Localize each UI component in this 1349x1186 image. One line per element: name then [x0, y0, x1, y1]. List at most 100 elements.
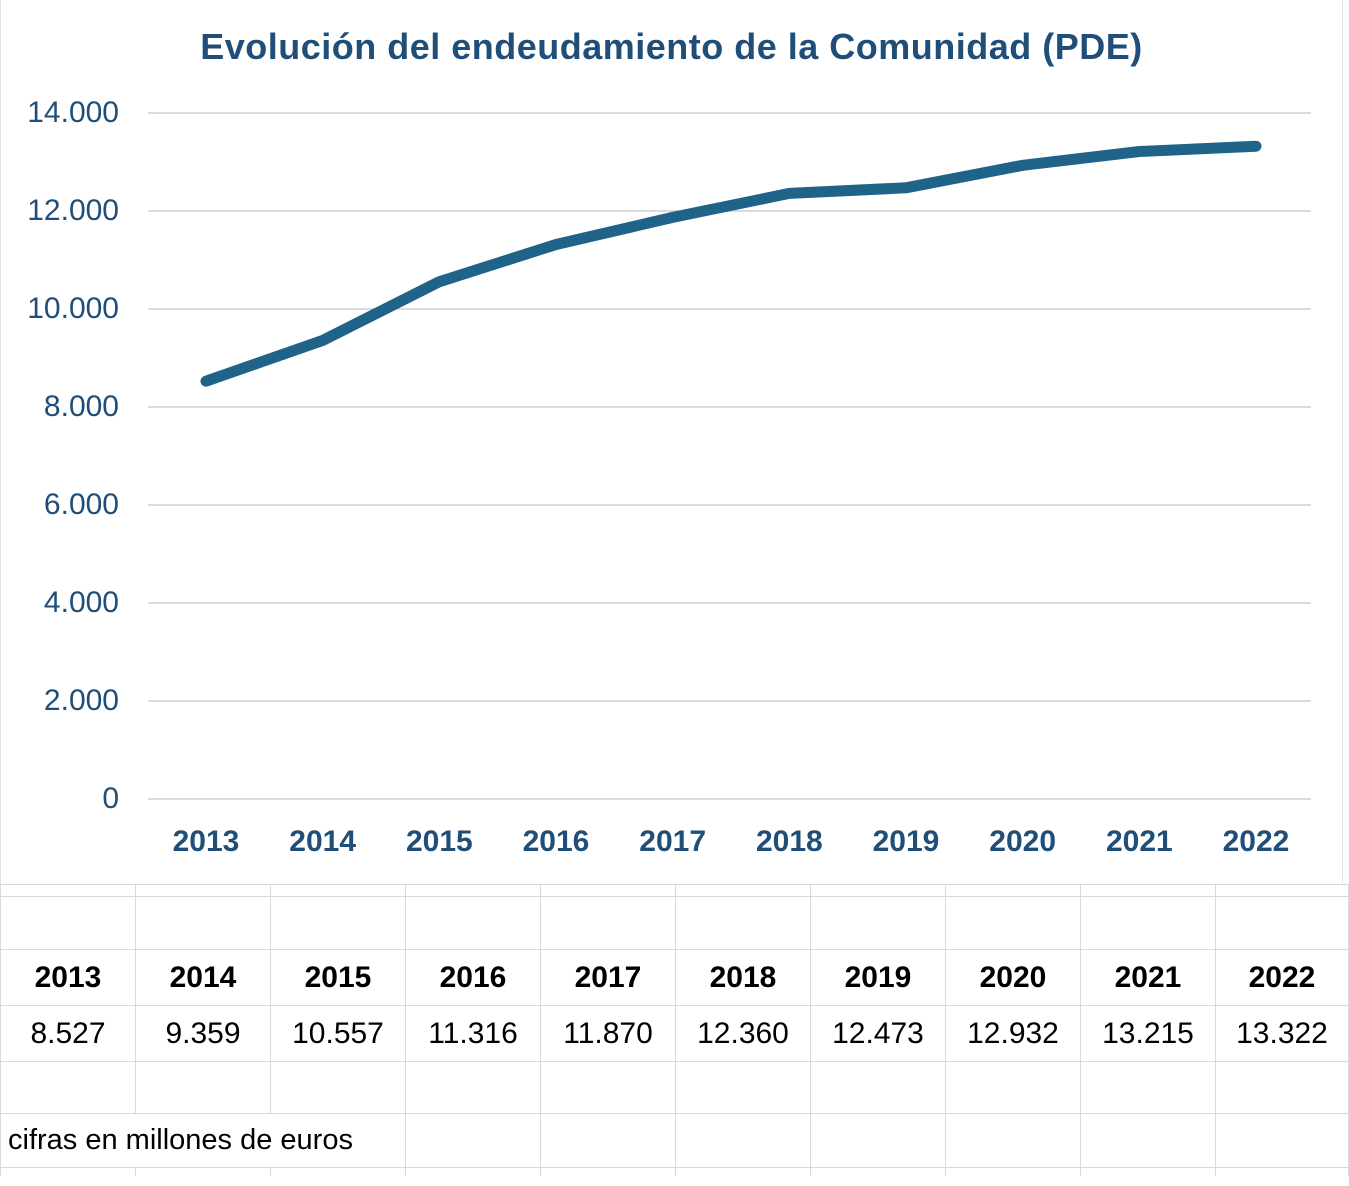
y-tick-label: 12.000	[27, 194, 119, 227]
empty-cell	[0, 884, 136, 897]
year-header-cell: 2018	[675, 949, 811, 1006]
value-cell: 9.359	[135, 1005, 271, 1062]
empty-cell	[1215, 1061, 1349, 1114]
year-header-cell: 2020	[945, 949, 1081, 1006]
empty-cell	[540, 1061, 676, 1114]
footnote-row: cifras en millones de euros	[0, 1113, 1349, 1168]
empty-cell	[405, 1113, 541, 1168]
x-tick-label: 2020	[989, 825, 1057, 858]
y-tick-label: 4.000	[43, 586, 119, 619]
empty-cell	[810, 896, 946, 950]
empty-cell	[810, 1167, 946, 1176]
empty-cell	[810, 1061, 946, 1114]
empty-cell	[1215, 896, 1349, 950]
empty-cell	[675, 896, 811, 950]
year-header-cell: 2017	[540, 949, 676, 1006]
year-header-cell: 2016	[405, 949, 541, 1006]
empty-cell	[1080, 1113, 1216, 1168]
x-tick-label: 2017	[639, 825, 707, 858]
value-cell: 8.527	[0, 1005, 136, 1062]
value-cell: 12.360	[675, 1005, 811, 1062]
y-tick-label: 0	[102, 782, 119, 815]
gridline	[148, 602, 1311, 604]
empty-cell	[1080, 884, 1216, 897]
empty-cell	[270, 1061, 406, 1114]
empty-cell	[675, 1167, 811, 1176]
gridline	[148, 798, 1311, 800]
sheet-row-empty-2	[0, 1061, 1349, 1114]
y-tick-label: 8.000	[43, 390, 119, 423]
footnote-text: cifras en millones de euros	[0, 1113, 406, 1168]
gridline	[148, 700, 1311, 702]
gridline	[148, 308, 1311, 310]
year-header-cell: 2013	[0, 949, 136, 1006]
x-tick-label: 2021	[1105, 825, 1173, 858]
empty-cell	[270, 884, 406, 897]
empty-cell	[1080, 896, 1216, 950]
empty-cell	[1080, 1167, 1216, 1176]
empty-cell	[0, 896, 136, 950]
value-cell: 12.473	[810, 1005, 946, 1062]
sheet-row-empty-1	[0, 896, 1349, 950]
chart-title: Evolución del endeudamiento de la Comuni…	[200, 26, 1143, 67]
empty-cell	[0, 1061, 136, 1114]
empty-cell	[945, 896, 1081, 950]
gridline	[148, 406, 1311, 408]
empty-cell	[945, 1167, 1081, 1176]
empty-cell	[945, 1061, 1081, 1114]
debt-line	[200, 140, 1262, 387]
empty-cell	[945, 884, 1081, 897]
table-header-row: 2013 2014 2015 2016 2017 2018 2019 2020 2021 2022	[0, 949, 1349, 1006]
value-cell: 10.557	[270, 1005, 406, 1062]
empty-cell	[270, 896, 406, 950]
y-tick-label: 10.000	[27, 292, 119, 325]
empty-cell	[270, 1167, 406, 1176]
empty-cell	[0, 1167, 136, 1176]
year-header-cell: 2015	[270, 949, 406, 1006]
empty-cell	[540, 1113, 676, 1168]
y-tick-label: 14.000	[27, 96, 119, 129]
empty-cell	[1215, 1113, 1349, 1168]
empty-cell	[540, 1167, 676, 1176]
empty-cell	[135, 1061, 271, 1114]
x-tick-label: 2019	[872, 825, 940, 858]
empty-cell	[1215, 884, 1349, 897]
value-cell: 13.215	[1080, 1005, 1216, 1062]
empty-cell	[1215, 1167, 1349, 1176]
empty-cell	[675, 884, 811, 897]
empty-cell	[405, 1167, 541, 1176]
empty-cell	[135, 884, 271, 897]
empty-cell	[135, 1167, 271, 1176]
sheet-row-empty-top	[0, 884, 1349, 897]
empty-cell	[540, 896, 676, 950]
empty-cell	[405, 1061, 541, 1114]
x-tick-label: 2013	[172, 825, 240, 858]
value-cell: 11.316	[405, 1005, 541, 1062]
x-tick-label: 2018	[755, 825, 823, 858]
debt-evolution-chart: Evolución del endeudamiento de la Comuni…	[0, 0, 1343, 884]
empty-cell	[810, 884, 946, 897]
empty-cell	[135, 896, 271, 950]
year-header-cell: 2021	[1080, 949, 1216, 1006]
year-header-cell: 2022	[1215, 949, 1349, 1006]
table-values-row: 8.527 9.359 10.557 11.316 11.870 12.360 12.473…	[0, 1005, 1349, 1062]
value-cell: 11.870	[540, 1005, 676, 1062]
empty-cell	[675, 1113, 811, 1168]
spreadsheet-grid: 2013 2014 2015 2016 2017 2018 2019 2020 2021 2022…	[0, 884, 1349, 1176]
empty-cell	[810, 1113, 946, 1168]
empty-cell	[405, 896, 541, 950]
empty-cell	[1080, 1061, 1216, 1114]
year-header-cell: 2019	[810, 949, 946, 1006]
gridline	[148, 504, 1311, 506]
x-tick-label: 2022	[1222, 825, 1290, 858]
empty-cell	[405, 884, 541, 897]
x-tick-label: 2016	[522, 825, 590, 858]
empty-cell	[675, 1061, 811, 1114]
value-cell: 12.932	[945, 1005, 1081, 1062]
y-tick-label: 2.000	[43, 684, 119, 717]
x-tick-label: 2014	[289, 825, 357, 858]
year-header-cell: 2014	[135, 949, 271, 1006]
sheet-row-empty-bottom	[0, 1167, 1349, 1176]
empty-cell	[540, 884, 676, 897]
y-tick-label: 6.000	[43, 488, 119, 521]
